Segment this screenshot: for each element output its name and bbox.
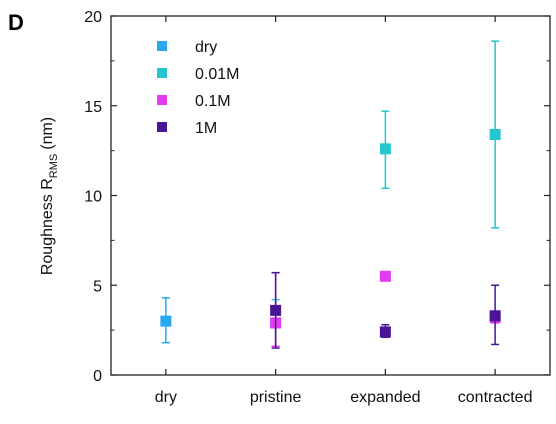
y-tick-label: 10 [84,189,102,206]
y-axis-title: Roughness RRMS (nm) [39,117,60,275]
panel-label: D [8,10,24,35]
marker-square [379,270,391,282]
y-tick-label: 15 [84,99,102,116]
legend-label: dry [195,39,217,56]
legend-item-dry: dry [157,39,217,56]
y-tick-label: 5 [93,278,102,295]
legend-marker [157,95,167,105]
y-axis-title-subscript: RMS [48,154,60,178]
marker-square [270,304,282,316]
marker-square [160,315,172,327]
data-point-1m-contracted [489,284,501,346]
marker-square [489,128,501,140]
marker-square [379,326,391,338]
marker-square [379,143,391,155]
x-tick-label-contracted: contracted [458,389,533,406]
data-point-0-01m-contracted [489,40,501,229]
legend-label: 0.01M [195,66,239,83]
legend-item-0-1m: 0.1M [157,93,231,110]
data-point-dry-dry [160,297,172,344]
y-tick-label: 0 [93,368,102,385]
legend-marker [157,68,167,78]
marker-square [489,310,501,322]
y-tick-label: 20 [84,9,102,26]
x-tick-label-pristine: pristine [250,389,302,406]
legend-item-1m: 1M [157,120,217,137]
x-tick-label-dry: dry [155,389,177,406]
data-point-1m-pristine [270,271,282,349]
legend-label: 0.1M [195,93,231,110]
svg-text:Roughness RRMS(nm): Roughness RRMS (nm) [39,117,60,275]
x-tick-label-expanded: expanded [350,389,420,406]
legend-item-0-01m: 0.01M [157,66,239,83]
y-axis-title-main: Roughness R [39,178,56,275]
legend-marker [157,122,167,132]
legend-label: 1M [195,120,217,137]
data-point-0-1m-expanded [379,270,391,282]
plot-frame [110,15,551,376]
data-point-0-01m-expanded [379,110,391,190]
legend-marker [157,41,167,51]
data-point-1m-expanded [379,323,391,339]
y-axis-title-unit: (nm) [39,117,56,150]
